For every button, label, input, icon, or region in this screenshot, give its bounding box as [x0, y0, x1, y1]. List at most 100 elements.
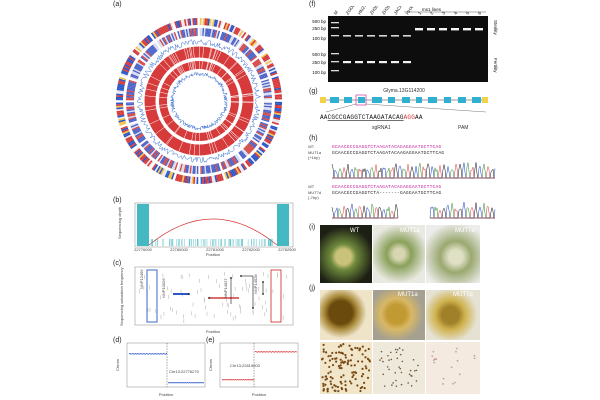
circos-outer-block: [218, 173, 223, 182]
pollen-grain: [364, 349, 367, 352]
circos-outer-block: [129, 142, 137, 148]
circos-heat-block: [258, 125, 267, 130]
circos-heat-block: [193, 165, 196, 174]
pollen-grain: [390, 351, 392, 354]
circos-outer-block: [189, 176, 193, 184]
circos-outer-block: [164, 170, 170, 178]
gel-lane-label: 3: [441, 10, 447, 15]
circos-heat-block: [262, 112, 271, 115]
circos-outer-block: [226, 23, 231, 31]
circos-heat-block: [193, 28, 196, 37]
circos-heat-block: [138, 59, 146, 65]
pollen-grain: [324, 361, 327, 365]
circos-heat-block: [127, 112, 136, 116]
circos-outer-block: [183, 175, 186, 183]
circos-heat-block: [259, 124, 268, 129]
pollen-grain: [324, 378, 327, 381]
circos-heat-block: [150, 45, 157, 53]
circos-outer-block: [179, 20, 183, 28]
circos-heat-block: [261, 118, 270, 123]
bp-right-point: [234, 379, 236, 381]
bp-left-point: [174, 382, 176, 384]
circos-heat-block: [126, 104, 135, 107]
circos-red-ring-inner: [159, 61, 239, 141]
pollen-grain: [452, 382, 454, 385]
bp-left-point: [201, 382, 203, 384]
circos-heat-block: [240, 150, 247, 158]
pollen-grain: [357, 360, 360, 363]
gel-background: [328, 16, 488, 82]
gel-band: [343, 61, 351, 64]
circos-heat-block: [242, 148, 249, 156]
pollen-grain: [388, 368, 390, 371]
circos-outer-block: [266, 133, 274, 139]
circos-heat-block: [245, 50, 253, 57]
circos-heat-block: [168, 160, 174, 169]
circos-outer-block: [167, 23, 172, 31]
circos-outer-block: [122, 130, 130, 135]
pollen-grain: [363, 387, 366, 390]
circos-outer-block: [153, 30, 159, 38]
circos-heat-block: [263, 93, 272, 96]
circos-heat-block: [132, 127, 141, 132]
circos-outer-block: [215, 19, 219, 28]
panel-b-label: (b): [113, 197, 122, 204]
circos-heat-block: [180, 163, 184, 173]
bp-right-point: [229, 379, 231, 381]
pollen-grain: [340, 375, 343, 379]
circos-heat-block: [238, 43, 245, 51]
circos-heat-block: [208, 28, 212, 37]
sat-label-1: NNP12456: [139, 269, 144, 289]
pollen-grain: [417, 364, 419, 367]
pollen-grain: [409, 369, 412, 372]
circos-gap: [144, 103, 170, 108]
bp-left-point: [181, 382, 183, 384]
circos-outer-block: [261, 54, 269, 60]
bp-right-point: [225, 379, 227, 381]
bp-right-point: [285, 351, 287, 353]
circos-outer-block: [254, 44, 261, 51]
gene-target-box: [355, 94, 367, 106]
circos-wiggle-track: [137, 39, 262, 164]
circos-outer-block: [256, 46, 264, 53]
circos-red-ring-outer: [144, 46, 254, 156]
circos-heat-block: [166, 34, 172, 43]
circos-outer-block: [134, 47, 141, 54]
circos-heat-block: [152, 150, 159, 158]
depth-xtick: 22782500: [278, 247, 297, 252]
gel-marker-bot-3: 100 bp: [312, 70, 326, 75]
bp-right-point: [235, 379, 237, 381]
circos-outer-block: [179, 174, 183, 183]
circos-outer-block: [203, 176, 206, 184]
bp-left-xlabel: Position: [159, 392, 173, 397]
pollen-grain: [362, 373, 365, 376]
circos-heat-block: [138, 137, 147, 144]
circos-heat-block: [131, 70, 140, 76]
circos-outer-block: [183, 19, 187, 27]
circos-heat-block: [147, 147, 155, 154]
pollen-grain: [431, 355, 434, 358]
bp-right-point: [262, 351, 264, 353]
saturation-plot: NNP12456 NNP10026 NNP14027 NNP14028 Posi…: [119, 266, 294, 334]
circos-heat-block: [258, 72, 267, 78]
bp-right-point: [258, 351, 260, 353]
circos-outer-block: [154, 165, 160, 172]
circos-heat-block: [221, 161, 226, 170]
circos-gap: [226, 111, 251, 121]
circos-outer-block: [123, 133, 131, 138]
circos-outer-block: [139, 153, 146, 160]
circos-outer-block: [116, 108, 124, 112]
circos-outer-block: [220, 173, 224, 181]
circos-heat-block: [146, 146, 154, 153]
bp-right-point: [280, 351, 282, 353]
bp-left-point: [176, 382, 178, 384]
circos-outer-block: [136, 150, 143, 157]
circos-heat-block: [214, 163, 219, 172]
circos-outer-block: [244, 34, 250, 41]
bp-right-point: [286, 351, 288, 353]
circos-outer-block: [266, 135, 274, 140]
pollen-grain: [351, 375, 354, 379]
circos-outer-block: [269, 70, 277, 75]
bp-right-point: [240, 379, 241, 381]
circos-heat-block: [262, 87, 272, 91]
